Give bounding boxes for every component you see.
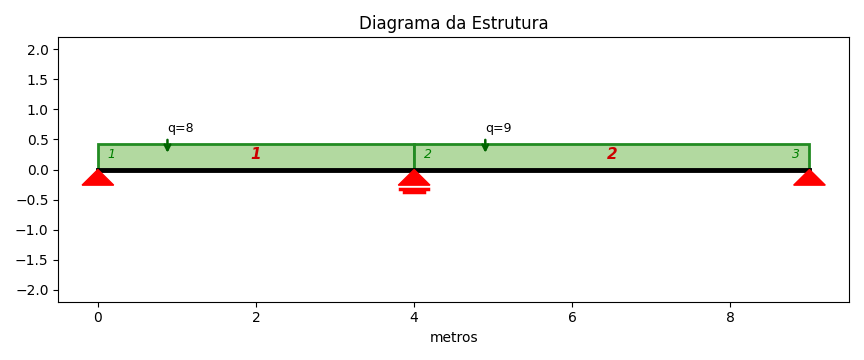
Polygon shape <box>82 170 114 185</box>
Bar <box>98 144 414 170</box>
Text: 2: 2 <box>423 148 432 161</box>
Polygon shape <box>398 170 430 185</box>
Text: q=8: q=8 <box>168 122 194 135</box>
Title: Diagrama da Estrutura: Diagrama da Estrutura <box>359 15 549 33</box>
Polygon shape <box>794 170 825 185</box>
X-axis label: metros: metros <box>429 331 478 345</box>
Text: 3: 3 <box>792 148 800 161</box>
Bar <box>414 144 810 170</box>
Text: 1: 1 <box>107 148 116 161</box>
Text: q=9: q=9 <box>486 122 511 135</box>
Text: 2: 2 <box>607 147 617 162</box>
Text: 1: 1 <box>251 147 261 162</box>
